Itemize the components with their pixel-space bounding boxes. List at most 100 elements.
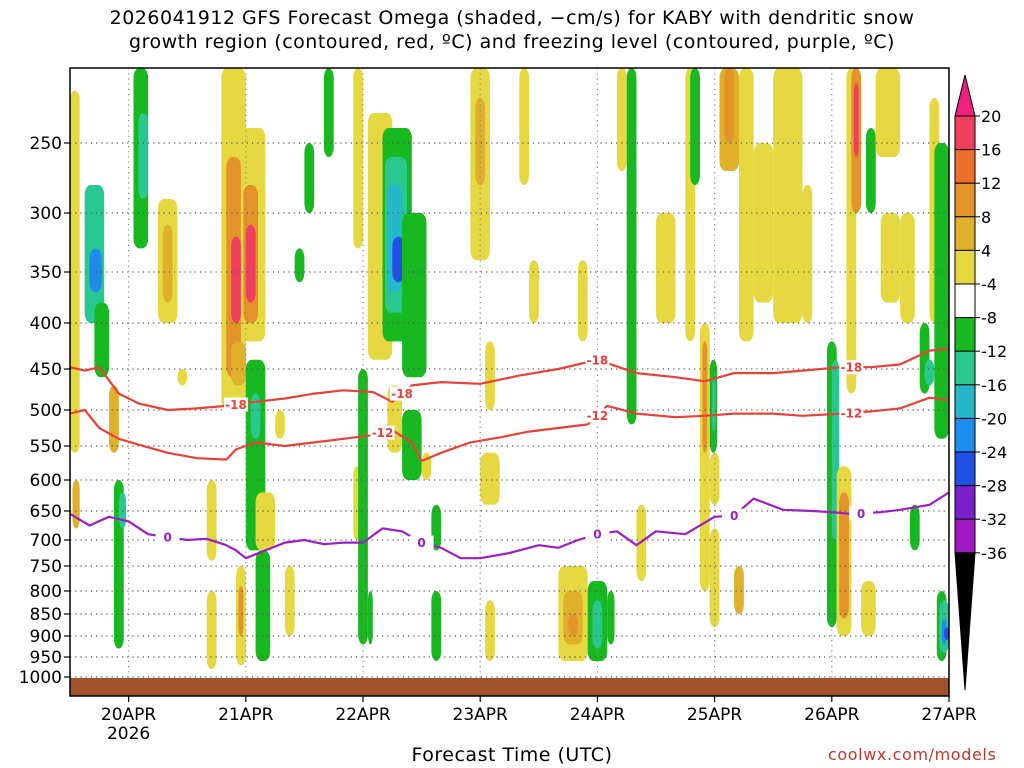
- dgz-top-contour: [70, 347, 949, 412]
- omega-cell: [353, 68, 363, 249]
- omega-cell: [900, 213, 915, 323]
- omega-cell: [709, 452, 720, 505]
- colorbar-swatch: [954, 283, 976, 319]
- y-tick-label: 800: [30, 582, 62, 602]
- omega-cell: [734, 566, 744, 614]
- omega-cell: [367, 591, 373, 645]
- omega-cell: [109, 385, 119, 453]
- contour-label-background: [839, 405, 864, 420]
- colorbar-label: -8: [981, 309, 997, 328]
- omega-cell: [392, 236, 405, 283]
- colorbar-label: -12: [981, 342, 1007, 361]
- omega-cell: [880, 213, 901, 303]
- x-tick-label: 21APR: [218, 705, 274, 725]
- colorbar-label: 20: [981, 107, 1001, 126]
- omega-cell: [162, 224, 173, 303]
- omega-cell: [255, 550, 271, 661]
- dgz-bottom-contour: [70, 396, 949, 463]
- omega-cell: [656, 213, 676, 323]
- source-credit[interactable]: coolwx.com/models: [828, 745, 997, 764]
- omega-cell: [944, 627, 949, 641]
- contour-label-background: [849, 506, 874, 521]
- x-tick-label: 23APR: [453, 705, 509, 725]
- contour-label: 0: [163, 531, 171, 545]
- omega-cell: [206, 480, 217, 561]
- colorbar-top-arrow: [954, 74, 976, 117]
- colorbar-swatch: [954, 350, 976, 386]
- omega-cell: [839, 492, 849, 619]
- y-tick-label: 600: [30, 471, 62, 491]
- omega-cell: [802, 185, 813, 323]
- omega-cell: [94, 302, 110, 378]
- gridlines: [70, 68, 950, 696]
- contour-label-background: [585, 408, 610, 423]
- y-tick-label: 450: [30, 360, 62, 380]
- contour-label: 0: [417, 536, 425, 550]
- omega-cell: [607, 591, 615, 645]
- omega-cell: [138, 113, 149, 199]
- x-tick-label: 27APR: [921, 705, 977, 725]
- contour-label: -12: [840, 406, 862, 420]
- axes: 2503003504004505005506006507007508008509…: [19, 134, 977, 744]
- colorbar-label: 12: [981, 174, 1001, 193]
- ground-surface-band: [70, 678, 949, 696]
- omega-cell: [739, 68, 754, 342]
- colorbar-swatch: [954, 216, 976, 251]
- colorbar-swatch: [954, 384, 976, 419]
- colorbar-bottom-arrow: [954, 552, 976, 691]
- colorbar-label: 4: [981, 241, 991, 260]
- y-tick-label: 350: [30, 263, 62, 283]
- omega-cell: [245, 224, 256, 303]
- omega-cell: [568, 614, 578, 636]
- omega-cell: [431, 591, 442, 661]
- freezing-level-contour: [70, 491, 949, 560]
- colorbar-label: -28: [981, 477, 1007, 496]
- omega-cell: [238, 586, 244, 636]
- contour-label: -12: [372, 426, 394, 440]
- omega-cell: [304, 143, 315, 213]
- y-tick-label: 850: [30, 605, 62, 625]
- colorbar-swatch: [954, 451, 976, 487]
- colorbar-label: -32: [981, 510, 1007, 529]
- contour-label: -18: [587, 353, 609, 367]
- omega-cell: [480, 452, 500, 505]
- x-tick-label: 24APR: [570, 705, 626, 725]
- omega-cell: [250, 393, 261, 439]
- omega-cell: [275, 410, 285, 439]
- contour-label: -18: [391, 387, 413, 401]
- omega-cell: [358, 369, 368, 645]
- y-tick-label: 950: [30, 648, 62, 668]
- contour-label-background: [409, 535, 434, 550]
- omega-cell: [323, 68, 334, 157]
- omega-cell: [853, 83, 859, 157]
- contour-label: -12: [587, 409, 609, 423]
- chart-title-line-2: growth region (contoured, red, ºC) and f…: [129, 31, 895, 53]
- colorbar-label: -36: [981, 544, 1007, 563]
- colorbar-swatch: [954, 182, 976, 218]
- omega-cell: [861, 581, 876, 636]
- x-tick-label: 25APR: [687, 705, 743, 725]
- omega-cell: [402, 410, 422, 480]
- contour-label-background: [585, 352, 610, 367]
- omega-cell: [177, 369, 188, 386]
- omega-cell: [875, 68, 901, 157]
- omega-cell: [485, 600, 495, 661]
- colorbar-swatch: [954, 115, 976, 151]
- y-tick-label: 250: [30, 134, 62, 154]
- colorbar-swatch: [954, 485, 976, 520]
- x-tick-sublabel: 2026: [107, 724, 150, 744]
- omega-cell: [865, 128, 876, 213]
- x-tick-label: 26APR: [804, 705, 860, 725]
- omega-cell: [724, 68, 735, 143]
- omega-cell: [72, 480, 80, 529]
- omega-cell: [519, 68, 530, 185]
- y-tick-label: 500: [30, 401, 62, 421]
- omega-cell: [294, 248, 305, 283]
- colorbar-label: 8: [981, 208, 991, 227]
- contour-label: 0: [730, 509, 738, 523]
- colorbar: 20 16 12 8 4 -4 -8 -12 -16 -20 -24 -28 -32 -36: [954, 74, 1007, 691]
- chart-title-line-1: 2026041912 GFS Forecast Omega (shaded, −…: [109, 7, 915, 29]
- plot-frame: [69, 67, 950, 697]
- contour-label: 0: [857, 507, 865, 521]
